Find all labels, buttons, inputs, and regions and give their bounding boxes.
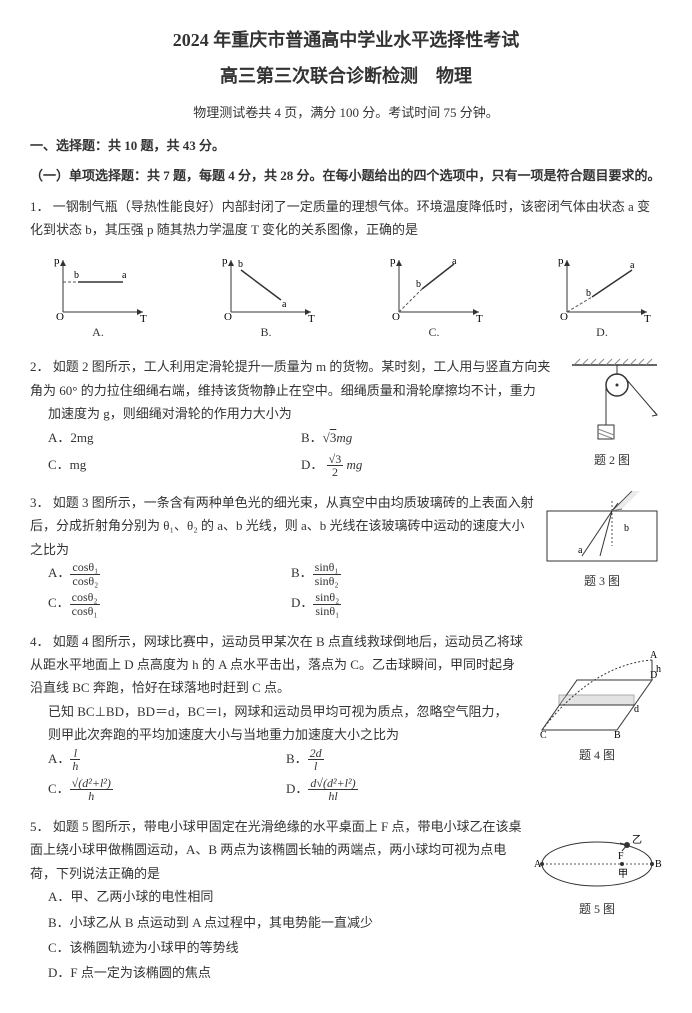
q5-opt-d: D．F 点一定为该椭圆的焦点 [48, 961, 634, 984]
q3-text: 如题 3 图所示，一条含有两种单色光的细光束，从真空中由均质玻璃砖的上表面入射后… [30, 495, 534, 557]
svg-text:甲: 甲 [618, 869, 628, 880]
svg-text:h: h [656, 664, 661, 675]
q2-opt-b: B．√3mg [301, 426, 526, 449]
q2-options: A．2mg C．mg B．√3mg D． √32 mg [30, 426, 554, 484]
q3-opt-c: C．cosθ₂cosθ₁ [48, 591, 263, 617]
q4-number: 4． [30, 634, 50, 649]
q2-fig-label: 题 2 图 [594, 453, 630, 467]
svg-text:p: p [222, 255, 228, 267]
q2-opt-c: C．mg [48, 453, 273, 476]
question-1: 1． 一钢制气瓶（导热性能良好）内部封闭了一定质量的理想气体。环境温度降低时，该… [30, 195, 662, 242]
q3-options: A．cosθ₁cosθ₂ C．cosθ₂cosθ₁ B．sinθ₁sinθ₂ D… [30, 561, 534, 621]
q1-fig-d: p T O b a D. [552, 252, 652, 344]
q3-opt-a: A．cosθ₁cosθ₂ [48, 561, 263, 587]
q4-options: A．lh C．√(d²+l²)h B．2dl D．d√(d²+l²)hl [30, 747, 524, 807]
question-4: C B D A h d 题 4 图 4． 如题 4 图所示，网球比赛中，运动员甲… [30, 630, 662, 807]
svg-text:T: T [476, 313, 483, 322]
q3-number: 3． [30, 495, 50, 510]
q5-fig-label: 题 5 图 [579, 902, 615, 916]
q4-opt-d: D．d√(d²+l²)hl [286, 777, 496, 803]
title-line-1: 2024 年重庆市普通高中学业水平选择性考试 [30, 24, 662, 56]
title-line-2: 高三第三次联合诊断检测 物理 [30, 60, 662, 92]
svg-text:b: b [238, 259, 243, 270]
svg-text:b: b [624, 523, 629, 534]
q1-fig-a: p T O b a A. [48, 252, 148, 344]
q5-figure: A B F 甲 乙 题 5 图 [532, 829, 662, 921]
q1-text: 一钢制气瓶（导热性能良好）内部封闭了一定质量的理想气体。环境温度降低时，该密闭气… [30, 199, 650, 237]
q3-opt-b: B．sinθ₁sinθ₂ [291, 561, 506, 587]
q4-figure: C B D A h d 题 4 图 [532, 650, 662, 767]
svg-text:O: O [560, 311, 568, 322]
svg-text:p: p [54, 255, 60, 267]
q4-opt-b: B．2dl [286, 747, 496, 773]
svg-text:T: T [644, 313, 651, 322]
section-1-head: 一、选择题：共 10 题，共 43 分。 [30, 134, 662, 157]
q2-opt-a: A．2mg [48, 426, 273, 449]
q1-label-c: C. [428, 325, 439, 339]
question-5: A B F 甲 乙 题 5 图 5． 如题 5 图所示，带电小球甲固定在光滑绝缘… [30, 815, 662, 987]
svg-text:C: C [540, 730, 547, 741]
q2-text: 如题 2 图所示，工人利用定滑轮提升一质量为 m 的货物。某时刻，工人用与竖直方… [30, 359, 550, 397]
q1-number: 1． [30, 199, 50, 214]
q5-number: 5． [30, 819, 50, 834]
svg-text:乙: 乙 [632, 834, 642, 846]
q1-fig-b: p T O b a B. [216, 252, 316, 344]
q4-opt-a: A．lh [48, 747, 258, 773]
svg-text:b: b [416, 279, 421, 290]
svg-text:B: B [655, 859, 662, 870]
svg-text:a: a [122, 270, 127, 281]
svg-text:B: B [614, 730, 621, 741]
q2-figure: 题 2 图 [562, 355, 662, 472]
q4-opt-c: C．√(d²+l²)h [48, 777, 258, 803]
svg-text:T: T [308, 313, 315, 322]
q2-opt-d: D． √32 mg [301, 453, 526, 479]
section-1-subhead: （一）单项选择题：共 7 题，每题 4 分，共 28 分。在每小题给出的四个选项… [30, 164, 662, 187]
svg-text:O: O [56, 311, 64, 322]
svg-text:A: A [650, 650, 658, 661]
q5-opt-c: C．该椭圆轨迹为小球甲的等势线 [48, 936, 634, 959]
svg-text:a: a [452, 256, 457, 267]
q1-label-b: B. [260, 325, 271, 339]
q3-opt-d: D．sinθ₂sinθ₁ [291, 591, 506, 617]
q1-label-a: A. [92, 325, 104, 339]
question-3: a b 题 3 图 3． 如题 3 图所示，一条含有两种单色光的细光束，从真空中… [30, 491, 662, 622]
q4-text: 如题 4 图所示，网球比赛中，运动员甲某次在 B 点直线救球倒地后，运动员乙将球… [30, 634, 523, 696]
meta-line: 物理测试卷共 4 页，满分 100 分。考试时间 75 分钟。 [30, 101, 662, 124]
svg-text:a: a [282, 299, 287, 310]
svg-text:p: p [558, 255, 564, 267]
svg-text:b: b [74, 270, 79, 281]
svg-text:d: d [634, 704, 639, 715]
svg-text:O: O [392, 311, 400, 322]
svg-text:F: F [618, 851, 624, 862]
svg-text:T: T [140, 313, 147, 322]
q1-fig-c: p T O b a C. [384, 252, 484, 344]
svg-text:a: a [630, 260, 635, 271]
q4-fig-label: 题 4 图 [579, 748, 615, 762]
svg-text:A: A [534, 859, 542, 870]
svg-text:O: O [224, 311, 232, 322]
svg-text:p: p [390, 255, 396, 267]
svg-text:a: a [578, 545, 583, 556]
svg-text:b: b [586, 288, 591, 299]
q5-text: 如题 5 图所示，带电小球甲固定在光滑绝缘的水平桌面上 F 点，带电小球乙在该桌… [30, 819, 522, 881]
q1-figures-row: p T O b a A. p T O b a B. p T O [30, 248, 662, 348]
q3-fig-label: 题 3 图 [584, 574, 620, 588]
q2-number: 2． [30, 359, 50, 374]
q1-label-d: D. [596, 325, 608, 339]
question-2: 题 2 图 2． 如题 2 图所示，工人利用定滑轮提升一质量为 m 的货物。某时… [30, 355, 662, 483]
q3-figure: a b 题 3 图 [542, 491, 662, 593]
